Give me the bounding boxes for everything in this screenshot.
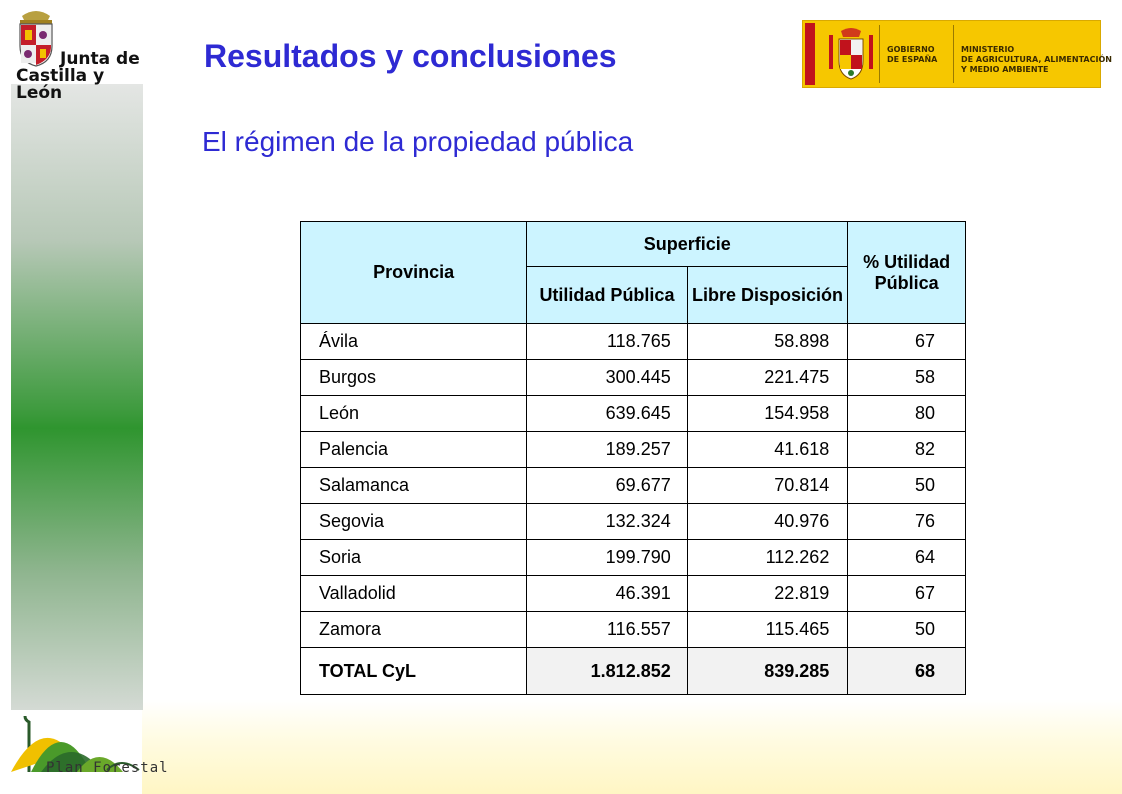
gobierno-logo: GOBIERNO DE ESPAÑA MINISTERIO DE AGRICUL… <box>802 20 1112 88</box>
ministerio-line2: DE AGRICULTURA, ALIMENTACIÓN <box>961 55 1112 64</box>
flag-stripe <box>815 23 822 85</box>
cell-libre: 154.958 <box>686 395 849 432</box>
cell-pct: 82 <box>847 431 966 468</box>
cell-libre: 115.465 <box>686 611 849 648</box>
cell-provincia: Ávila <box>299 323 528 360</box>
plan-forestal-logo <box>11 715 140 772</box>
logo-divider <box>879 25 880 83</box>
jcyl-wordmark: Junta de Castilla y León <box>16 49 148 102</box>
flag-stripe <box>805 23 815 85</box>
table-row: Burgos 300.445 221.475 58 <box>299 359 966 396</box>
cell-total-libre: 839.285 <box>686 647 849 695</box>
cell-libre: 221.475 <box>686 359 849 396</box>
header-superficie: Superficie <box>526 221 849 267</box>
cell-pct: 58 <box>847 359 966 396</box>
cell-pct: 64 <box>847 539 966 576</box>
page-title: Resultados y conclusiones <box>204 38 617 74</box>
jcyl-logo: Junta de Castilla y León <box>8 6 148 102</box>
cell-utilidad: 189.257 <box>526 431 688 468</box>
plan-forestal-wordmark: Plan Forestal <box>46 760 169 776</box>
table-row: León 639.645 154.958 80 <box>299 395 966 432</box>
ministerio-line3: Y MEDIO AMBIENTE <box>961 65 1049 74</box>
cell-libre: 70.814 <box>686 467 849 504</box>
cell-libre: 112.262 <box>686 539 849 576</box>
ministerio-text: MINISTERIO DE AGRICULTURA, ALIMENTACIÓN … <box>961 45 1112 75</box>
cell-provincia: Palencia <box>299 431 528 468</box>
cell-provincia: Zamora <box>299 611 528 648</box>
spain-coat-of-arms-icon <box>829 28 873 80</box>
cell-total-pct: 68 <box>847 647 966 695</box>
bottom-background <box>142 700 1122 794</box>
header-provincia: Provincia <box>299 221 528 324</box>
header-pct-utilidad: % Utilidad Pública <box>847 221 966 324</box>
cell-total-utilidad: 1.812.852 <box>526 647 688 695</box>
cell-utilidad: 118.765 <box>526 323 688 360</box>
cell-utilidad: 46.391 <box>526 575 688 612</box>
table-row: Soria 199.790 112.262 64 <box>299 539 966 576</box>
cell-utilidad: 69.677 <box>526 467 688 504</box>
superficie-table: Provincia Superficie % Utilidad Pública … <box>299 221 966 695</box>
header-utilidad-publica: Utilidad Pública <box>526 266 688 324</box>
page-subtitle: El régimen de la propiedad pública <box>202 126 634 157</box>
jcyl-line2: Castilla y León <box>16 66 105 103</box>
logo-divider <box>953 25 954 83</box>
cell-utilidad: 639.645 <box>526 395 688 432</box>
table-row: Salamanca 69.677 70.814 50 <box>299 467 966 504</box>
jcyl-line1: Junta de <box>60 49 140 69</box>
cell-provincia: Soria <box>299 539 528 576</box>
coat-of-arms-icon <box>19 11 53 67</box>
cell-provincia: Segovia <box>299 503 528 540</box>
cell-total-label: TOTAL CyL <box>299 647 528 695</box>
cell-libre: 40.976 <box>686 503 849 540</box>
cell-utilidad: 300.445 <box>526 359 688 396</box>
cell-provincia: Salamanca <box>299 467 528 504</box>
header-libre-disposicion: Libre Disposición <box>686 266 849 324</box>
cell-libre: 22.819 <box>686 575 849 612</box>
cell-utilidad: 116.557 <box>526 611 688 648</box>
cell-pct: 50 <box>847 467 966 504</box>
table-row: Palencia 189.257 41.618 82 <box>299 431 966 468</box>
cell-provincia: Valladolid <box>299 575 528 612</box>
cell-provincia: León <box>299 395 528 432</box>
sidebar-gradient-bar <box>11 84 143 710</box>
table-total-row: TOTAL CyL 1.812.852 839.285 68 <box>299 647 966 695</box>
cell-libre: 58.898 <box>686 323 849 360</box>
cell-pct: 50 <box>847 611 966 648</box>
table-row: Ávila 118.765 58.898 67 <box>299 323 966 360</box>
cell-pct: 67 <box>847 575 966 612</box>
cell-pct: 80 <box>847 395 966 432</box>
table-row: Valladolid 46.391 22.819 67 <box>299 575 966 612</box>
cell-pct: 67 <box>847 323 966 360</box>
cell-provincia: Burgos <box>299 359 528 396</box>
gobierno-text: GOBIERNO DE ESPAÑA <box>887 45 937 65</box>
gobierno-line2: DE ESPAÑA <box>887 55 938 64</box>
table-row: Zamora 116.557 115.465 50 <box>299 611 966 648</box>
cell-utilidad: 199.790 <box>526 539 688 576</box>
cell-utilidad: 132.324 <box>526 503 688 540</box>
cell-pct: 76 <box>847 503 966 540</box>
table-row: Segovia 132.324 40.976 76 <box>299 503 966 540</box>
gobierno-line1: GOBIERNO <box>887 45 935 54</box>
cell-libre: 41.618 <box>686 431 849 468</box>
ministerio-line1: MINISTERIO <box>961 45 1015 54</box>
